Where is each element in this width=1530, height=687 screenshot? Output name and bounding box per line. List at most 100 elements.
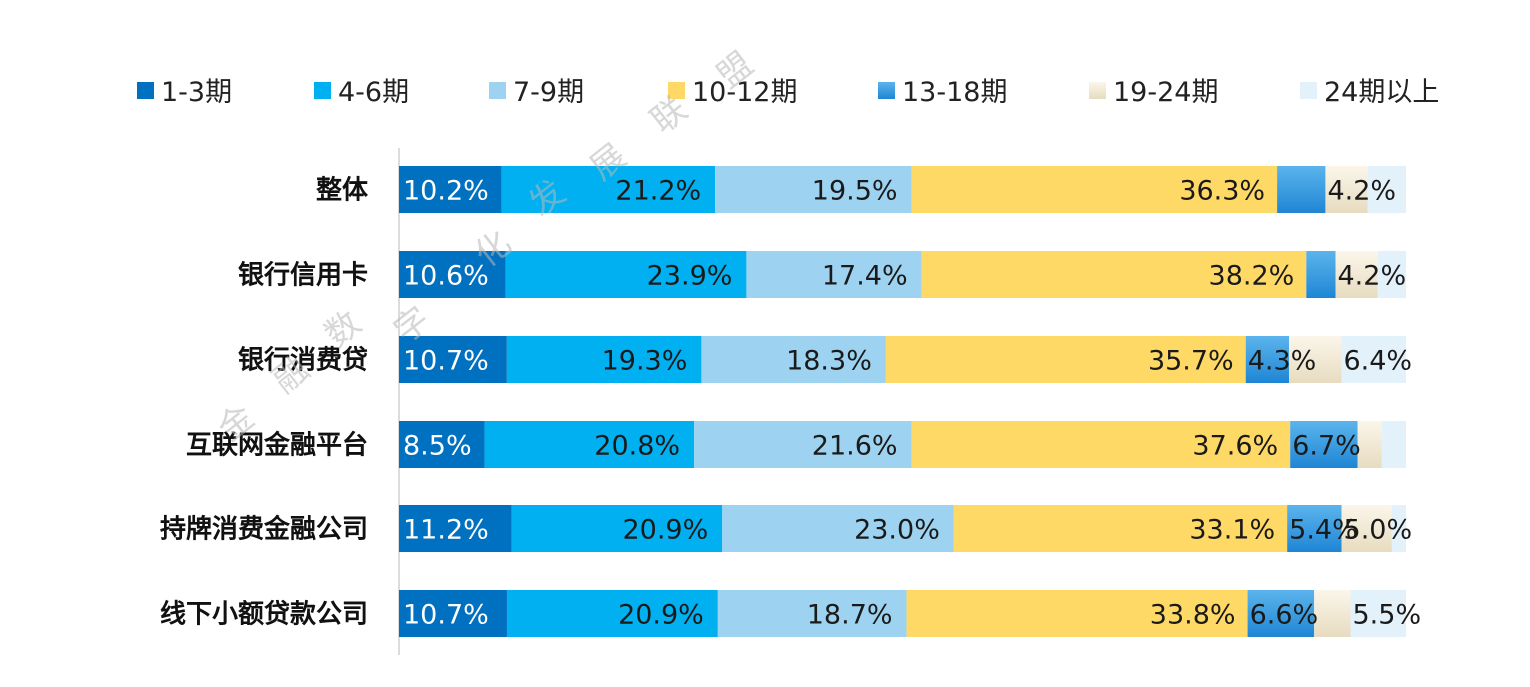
- bar-segment-1-1: [399, 166, 502, 213]
- bar-segment-3-2: [506, 336, 702, 383]
- bar-segment-5-5: [1287, 505, 1342, 552]
- data-label-2-4: 38.2%: [1209, 261, 1295, 292]
- bar-segment-6-5: [1247, 590, 1315, 637]
- category-label-3: 银行消费贷: [238, 345, 368, 376]
- category-label-6: 线下小额贷款公司: [160, 599, 368, 630]
- data-label-6-1: 10.7%: [403, 600, 489, 631]
- data-label-1-3: 19.5%: [812, 176, 898, 207]
- category-label-1: 整体: [316, 175, 369, 206]
- bar-segment-4-6: [1357, 421, 1382, 468]
- data-label-1-1: 10.2%: [403, 176, 489, 207]
- data-label-2-6: 4.2%: [1338, 261, 1407, 292]
- bar-segment-1-5: [1277, 166, 1326, 213]
- data-label-4-1: 8.5%: [403, 431, 472, 462]
- bar-segment-2-6: [1335, 251, 1378, 298]
- bar-segment-2-1: [399, 251, 506, 298]
- bar-segment-1-3: [715, 166, 912, 213]
- legend-swatch-3: [489, 82, 506, 99]
- bar-segment-2-3: [746, 251, 922, 298]
- legend-label-5: 13-18期: [902, 77, 1007, 108]
- data-label-1-6: 4.2%: [1327, 176, 1396, 207]
- data-label-3-1: 10.7%: [403, 346, 489, 377]
- bar-segment-3-7: [1341, 336, 1406, 383]
- bar-segment-2-4: [921, 251, 1307, 298]
- data-label-5-1: 11.2%: [403, 515, 489, 546]
- data-label-1-2: 21.2%: [615, 176, 701, 207]
- data-label-3-7: 6.4%: [1343, 346, 1412, 377]
- bar-segment-3-1: [399, 336, 507, 383]
- data-label-5-5: 5.4%: [1289, 515, 1358, 546]
- legend-swatch-1: [137, 82, 154, 99]
- bar-segment-1-6: [1325, 166, 1368, 213]
- bar-segment-4-2: [484, 421, 695, 468]
- data-label-2-1: 10.6%: [403, 261, 489, 292]
- data-label-4-3: 21.6%: [812, 431, 898, 462]
- bar-segment-1-2: [501, 166, 716, 213]
- legend-swatch-7: [1300, 82, 1317, 99]
- data-label-6-2: 20.9%: [618, 600, 704, 631]
- legend-label-1: 1-3期: [161, 77, 232, 108]
- data-label-6-5: 6.6%: [1250, 600, 1319, 631]
- bar-segment-5-6: [1341, 505, 1392, 552]
- bar-segment-4-5: [1290, 421, 1358, 468]
- bar-segment-4-3: [694, 421, 912, 468]
- data-label-6-3: 18.7%: [807, 600, 893, 631]
- category-label-4: 互联网金融平台: [186, 430, 368, 461]
- legend-label-4: 10-12期: [692, 77, 797, 108]
- data-label-2-3: 17.4%: [822, 261, 908, 292]
- data-label-6-4: 33.8%: [1150, 600, 1236, 631]
- bar-segment-5-4: [953, 505, 1288, 552]
- bar-segment-2-2: [505, 251, 747, 298]
- legend-label-7: 24期以上: [1324, 77, 1439, 108]
- bar-segment-5-2: [511, 505, 723, 552]
- bar-segment-4-1: [399, 421, 485, 468]
- bar-segment-3-3: [701, 336, 886, 383]
- watermark-char-8: 联: [644, 89, 695, 141]
- data-label-6-7: 5.5%: [1353, 600, 1422, 631]
- bar-segment-3-5: [1245, 336, 1290, 383]
- data-label-4-2: 20.8%: [594, 431, 680, 462]
- bar-segment-3-4: [885, 336, 1246, 383]
- bar-segment-6-4: [906, 590, 1248, 637]
- legend-label-6: 19-24期: [1113, 77, 1218, 108]
- data-label-5-4: 33.1%: [1189, 515, 1275, 546]
- legend-swatch-6: [1089, 82, 1106, 99]
- data-label-2-2: 23.9%: [647, 261, 733, 292]
- bar-segment-6-7: [1350, 590, 1406, 637]
- data-label-1-4: 36.3%: [1179, 176, 1265, 207]
- data-label-4-5: 6.7%: [1292, 431, 1361, 462]
- category-label-5: 持牌消费金融公司: [160, 514, 368, 545]
- bar-segment-5-7: [1391, 505, 1406, 552]
- data-label-5-2: 20.9%: [622, 515, 708, 546]
- bar-segment-4-4: [911, 421, 1291, 468]
- legend-swatch-4: [668, 82, 685, 99]
- bar-segment-3-6: [1289, 336, 1342, 383]
- data-label-4-4: 37.6%: [1192, 431, 1278, 462]
- bar-segment-1-4: [911, 166, 1278, 213]
- data-label-5-6: 5.0%: [1344, 515, 1413, 546]
- bar-segment-4-7: [1381, 421, 1406, 468]
- data-label-3-2: 19.3%: [602, 346, 688, 377]
- data-label-3-3: 18.3%: [786, 346, 872, 377]
- bar-segment-5-1: [399, 505, 512, 552]
- legend-swatch-5: [878, 82, 895, 99]
- bar-segment-6-3: [717, 590, 907, 637]
- bar-series: 10.2% 21.2% 19.5% 36.3% 4.2% 10.6% 23.9% 17.4% 3…: [399, 166, 1421, 637]
- bar-segment-6-6: [1314, 590, 1351, 637]
- data-label-3-4: 35.7%: [1148, 346, 1234, 377]
- bar-segment-6-1: [399, 590, 507, 637]
- bar-segment-5-3: [722, 505, 954, 552]
- legend-swatch-2: [314, 82, 331, 99]
- legend-label-2: 4-6期: [338, 77, 409, 108]
- legend-label-3: 7-9期: [513, 77, 584, 108]
- category-label-2: 银行信用卡: [238, 260, 368, 291]
- bar-segment-1-7: [1367, 166, 1406, 213]
- legend: 1-3期 4-6期 7-9期 10-12期 13-18期 19-24期 24期以上: [137, 77, 1439, 108]
- bar-segment-6-2: [506, 590, 718, 637]
- data-label-5-3: 23.0%: [854, 515, 940, 546]
- bar-segment-2-5: [1306, 251, 1336, 298]
- bar-segment-2-7: [1377, 251, 1406, 298]
